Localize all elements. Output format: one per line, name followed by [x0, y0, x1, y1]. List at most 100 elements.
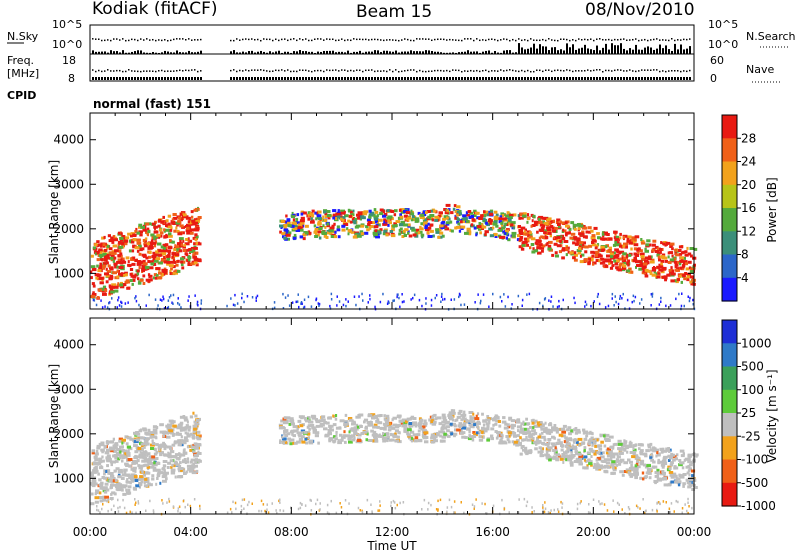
scatter-cell [623, 293, 625, 296]
scatter-cell [128, 465, 132, 468]
scatter-cell [151, 455, 156, 458]
scatter-cell [95, 489, 99, 492]
scatter-cell [546, 451, 549, 454]
freq-bar [614, 77, 616, 80]
nave-point [173, 70, 175, 72]
scatter-cell [474, 227, 477, 230]
freq-bar [560, 77, 562, 80]
scatter-cell [505, 305, 507, 308]
freq-bar [251, 77, 253, 80]
noise-point [545, 40, 547, 42]
scatter-cell [304, 438, 307, 441]
scatter-cell [578, 453, 582, 456]
freq-bar [638, 77, 640, 80]
nave-point [563, 70, 565, 72]
freq-bar [119, 77, 121, 80]
scatter-cell [513, 432, 516, 435]
scatter-cell [650, 261, 655, 264]
scatter-cell [172, 241, 175, 244]
scatter-cell [156, 477, 159, 480]
scatter-cell [375, 229, 378, 232]
nsky-bar [173, 52, 175, 54]
scatter-cell [508, 418, 510, 421]
freq-bar [422, 77, 424, 80]
scatter-cell [289, 304, 291, 307]
nave-point [662, 70, 664, 72]
scatter-cell [437, 416, 442, 419]
nsky-bar [164, 51, 166, 54]
scatter-cell [601, 249, 605, 252]
nave-point [404, 70, 406, 72]
freq-bar [194, 77, 196, 80]
scatter-cell [117, 275, 119, 278]
scatter-cell [188, 258, 191, 261]
nave-point [482, 70, 484, 72]
scatter-cell [155, 483, 157, 486]
scatter-cell [154, 231, 159, 234]
scatter-cell [318, 227, 322, 230]
scatter-cell [125, 489, 128, 492]
scatter-cell [137, 272, 140, 275]
scatter-cell [326, 422, 330, 425]
scatter-cell [157, 243, 161, 246]
scatter-cell [579, 241, 584, 244]
nave-point [104, 70, 106, 72]
scatter-cell [678, 293, 680, 296]
scatter-cell [620, 295, 622, 298]
scatter-cell [309, 421, 314, 424]
nave-point [386, 71, 388, 73]
scatter-cell [359, 425, 363, 428]
scatter-cell [336, 427, 340, 430]
scatter-cell [100, 245, 103, 248]
nave-point [575, 70, 577, 72]
nsky-bar [191, 52, 193, 54]
scatter-cell [635, 235, 640, 238]
nave-label: Nave [746, 63, 774, 76]
scatter-cell [128, 458, 133, 461]
nave-point [119, 70, 121, 72]
scatter-cell [511, 424, 514, 427]
scatter-cell [604, 470, 608, 473]
noise-point [452, 39, 454, 41]
scatter-cell [540, 229, 544, 232]
scatter-cell [633, 257, 636, 260]
noise-point [266, 39, 268, 41]
scatter-cell [529, 293, 531, 296]
scatter-cell [349, 215, 352, 218]
freq-bar [662, 77, 664, 80]
nave-point [95, 71, 97, 73]
scatter-cell [170, 459, 174, 462]
scatter-cell [174, 441, 177, 444]
freq-bar [608, 77, 610, 80]
scatter-cell [620, 459, 625, 462]
scatter-cell [136, 461, 138, 464]
scatter-cell [606, 434, 610, 437]
noise-point [626, 40, 628, 42]
freq-bar [149, 77, 151, 80]
scatter-cell [323, 427, 328, 430]
freq-bar [458, 77, 460, 80]
scatter-cell [465, 419, 468, 422]
scatter-cell [334, 437, 338, 440]
scatter-cell [289, 442, 292, 445]
scatter-cell [409, 422, 413, 425]
scatter-cell [585, 236, 587, 239]
nsky-bar [659, 45, 661, 54]
scatter-cell [610, 261, 613, 264]
scatter-cell [522, 299, 524, 302]
scatter-cell [490, 234, 494, 237]
scatter-cell [420, 227, 424, 230]
noise-point [404, 38, 406, 40]
scatter-cell [335, 418, 338, 421]
nave-point [407, 70, 409, 72]
noise-point [575, 40, 577, 42]
noise-point [272, 40, 274, 42]
scatter-cell [503, 217, 507, 220]
scatter-cell [134, 450, 138, 453]
scatter-cell [187, 299, 189, 302]
scatter-cell [354, 426, 357, 429]
freq-bar [566, 77, 568, 80]
scatter-cell [99, 263, 102, 266]
noise-point [314, 39, 316, 41]
scatter-cell [194, 209, 198, 212]
